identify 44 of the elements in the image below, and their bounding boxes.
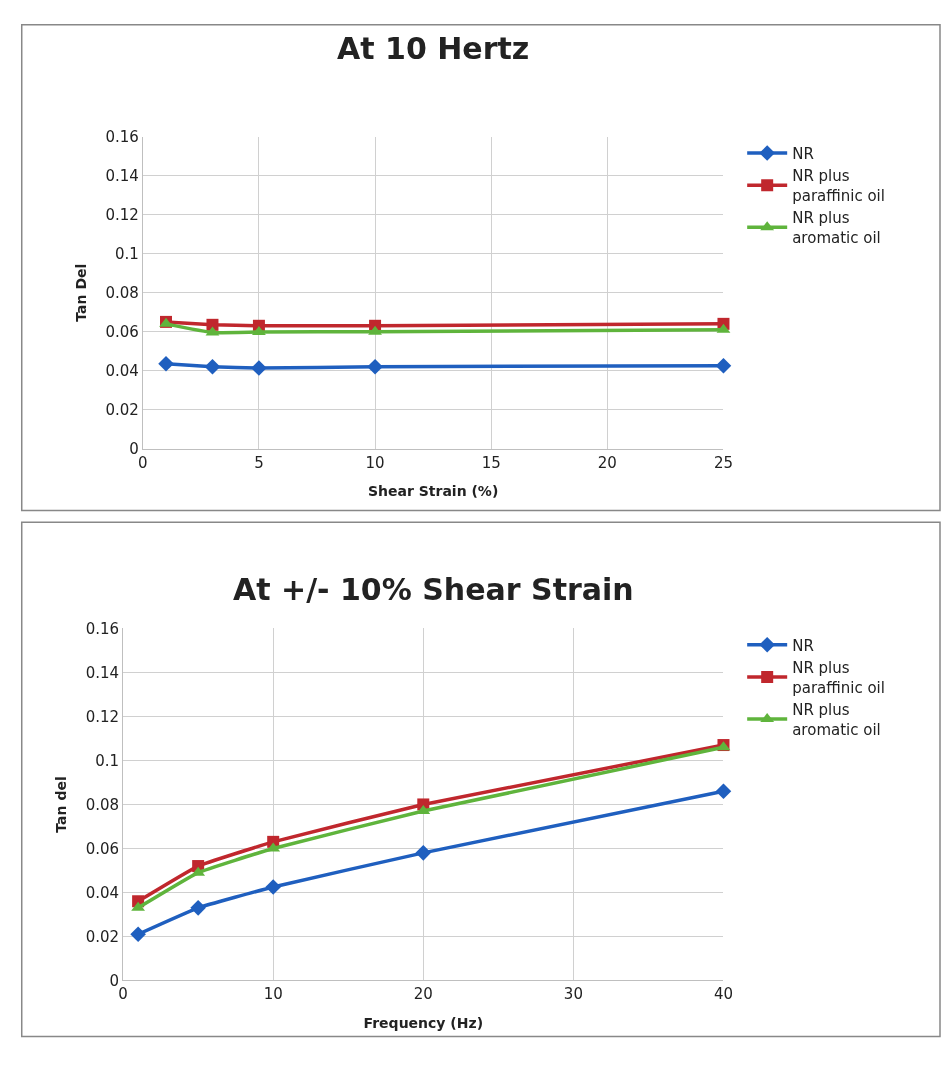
point (715, 783, 732, 800)
y-axis-title: Tan del (53, 776, 70, 833)
x-tick-label: 10 (263, 985, 283, 1004)
y-tick-label: 0.06 (85, 839, 120, 858)
y-tick-label: 0.02 (85, 927, 120, 946)
y-tick-label: 0.1 (95, 751, 120, 770)
legend-label: NR plus aromatic oil (792, 209, 881, 247)
x-tick-label: 20 (597, 453, 617, 472)
x-tick-label: 10 (365, 453, 385, 472)
y-tick-label: 0.16 (105, 128, 139, 147)
x-axis-title: Shear Strain (%) (367, 482, 499, 499)
x-tick-label: 15 (481, 453, 501, 472)
y-tick-label: 0.14 (105, 167, 139, 186)
legend-label: NR plus paraffinic oil (792, 659, 885, 697)
y-tick-label: 0.16 (85, 619, 120, 638)
y-tick-label: 0.02 (105, 400, 139, 419)
y-tick-label: 0.04 (85, 883, 120, 902)
x-axis-title: Frequency (Hz) (363, 1014, 484, 1031)
y-tick-label: 0 (109, 971, 120, 990)
y-tick-label: 0.12 (105, 205, 139, 224)
legend-label: NR plus paraffinic oil (792, 167, 885, 205)
legend-label: NR (792, 144, 814, 163)
chart-title: At 10 Hertz (337, 31, 530, 66)
y-tick-label: 0.1 (114, 244, 139, 263)
point (265, 879, 281, 895)
x-tick-label: 40 (713, 985, 734, 1004)
point (415, 845, 432, 861)
x-tick-label: 25 (713, 453, 734, 472)
x-tick-label: 30 (563, 985, 583, 1004)
y-tick-label: 0.08 (105, 283, 139, 302)
y-tick-label: 0.08 (85, 795, 120, 814)
x-tick-label: 5 (254, 453, 264, 472)
x-tick-label: 20 (413, 985, 433, 1004)
y-tick-label: 0.14 (85, 663, 120, 682)
y-axis-title: Tan Del (72, 263, 89, 322)
point (130, 926, 146, 943)
y-tick-label: 0.12 (85, 707, 120, 726)
y-tick-label: 0.04 (105, 361, 139, 380)
y-tick-label: 0.06 (105, 322, 139, 341)
point (190, 900, 206, 916)
y-tick-label: 0 (129, 439, 139, 458)
legend-label: NR plus aromatic oil (792, 701, 881, 739)
chart-title: At +/- 10% Shear Strain (233, 572, 634, 607)
legend-label: NR (792, 636, 814, 655)
